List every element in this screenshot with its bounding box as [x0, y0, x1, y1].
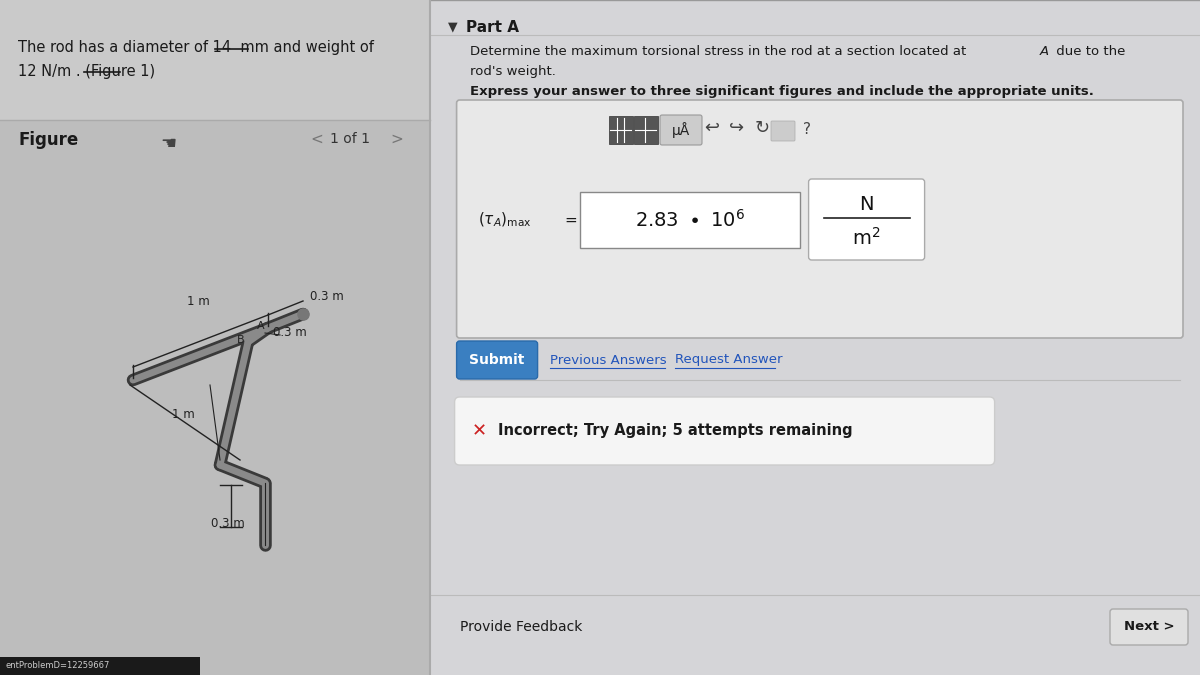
Text: 0.3 m: 0.3 m: [274, 327, 307, 340]
Text: The rod has a diameter of 14  mm and weight of: The rod has a diameter of 14 mm and weig…: [18, 40, 374, 55]
Text: Incorrect; Try Again; 5 attempts remaining: Incorrect; Try Again; 5 attempts remaini…: [498, 423, 852, 439]
Bar: [0, 0, 430, 675]
Text: Previous Answers: Previous Answers: [550, 354, 666, 367]
Text: A: A: [257, 321, 265, 331]
Text: $(\tau_A)_{\mathrm{max}}$: $(\tau_A)_{\mathrm{max}}$: [478, 211, 532, 230]
FancyBboxPatch shape: [456, 341, 538, 379]
Text: 1 m: 1 m: [173, 408, 194, 421]
Bar: [580, 192, 799, 248]
Text: entProblemD=12259667: entProblemD=12259667: [5, 662, 109, 670]
Text: <: <: [310, 132, 323, 147]
FancyBboxPatch shape: [660, 115, 702, 145]
Text: 12 N/m . (Figure 1): 12 N/m . (Figure 1): [18, 64, 155, 79]
Text: ✕: ✕: [472, 422, 487, 440]
Text: Part A: Part A: [466, 20, 518, 35]
Bar: [430, 0, 1200, 675]
Text: Figure: Figure: [18, 131, 78, 149]
Text: rod's weight.: rod's weight.: [469, 65, 556, 78]
Bar: [0, 657, 200, 675]
Text: ↩: ↩: [704, 119, 720, 137]
FancyBboxPatch shape: [456, 100, 1183, 338]
Text: 0.3 m: 0.3 m: [310, 290, 343, 303]
Text: ?: ?: [803, 122, 811, 138]
FancyBboxPatch shape: [610, 116, 634, 144]
Text: μÅ: μÅ: [672, 122, 690, 138]
Text: $\mathrm{m}^2$: $\mathrm{m}^2$: [852, 227, 881, 249]
Text: Request Answer: Request Answer: [674, 354, 782, 367]
Text: Next >: Next >: [1123, 620, 1175, 634]
Text: Submit: Submit: [469, 353, 524, 367]
Text: N: N: [859, 194, 874, 213]
Text: 0.3 m: 0.3 m: [211, 517, 245, 530]
Text: 1 m: 1 m: [187, 295, 209, 308]
Text: 1 of 1: 1 of 1: [330, 132, 370, 146]
Text: B: B: [236, 335, 244, 345]
Text: A: A: [1039, 45, 1049, 58]
Text: >: >: [390, 132, 403, 147]
Text: $2.83\ \bullet\ 10^{6}$: $2.83\ \bullet\ 10^{6}$: [635, 209, 745, 231]
Text: Express your answer to three significant figures and include the appropriate uni: Express your answer to three significant…: [469, 85, 1093, 98]
Text: due to the: due to the: [1051, 45, 1124, 58]
Text: ↪: ↪: [730, 119, 744, 137]
Text: ▼: ▼: [448, 20, 457, 33]
Text: ☚: ☚: [160, 135, 176, 153]
FancyBboxPatch shape: [772, 121, 796, 141]
Text: =: =: [564, 213, 577, 227]
FancyBboxPatch shape: [1110, 609, 1188, 645]
Text: ↻: ↻: [755, 119, 769, 137]
Bar: [0, 0, 430, 120]
Text: Determine the maximum torsional stress in the rod at a section located at: Determine the maximum torsional stress i…: [469, 45, 970, 58]
Text: Provide Feedback: Provide Feedback: [460, 620, 582, 634]
FancyBboxPatch shape: [809, 179, 924, 260]
FancyBboxPatch shape: [634, 116, 658, 144]
FancyBboxPatch shape: [455, 397, 995, 465]
